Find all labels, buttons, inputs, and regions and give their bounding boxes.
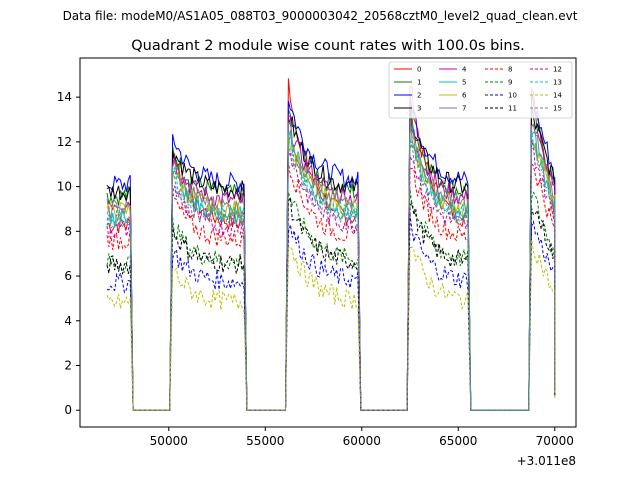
legend-label-0: 0 — [417, 66, 421, 74]
x-tick-label: 70000 — [536, 434, 574, 448]
y-tick-label: 12 — [57, 135, 72, 149]
series-line-6 — [106, 126, 556, 411]
y-tick-label: 2 — [64, 359, 72, 373]
series-line-3 — [106, 106, 556, 411]
x-tick-label: 65000 — [439, 434, 477, 448]
series-line-4 — [106, 114, 556, 411]
series-line-13 — [106, 130, 556, 411]
suptitle: Data file: modeM0/AS1A05_088T03_90000030… — [63, 9, 578, 23]
legend-label-5: 5 — [462, 79, 466, 87]
legend-label-1: 1 — [417, 79, 421, 87]
x-tick-label: 60000 — [343, 434, 381, 448]
y-tick-label: 4 — [64, 314, 72, 328]
series-line-1 — [106, 102, 556, 411]
x-tick-label: 55000 — [246, 434, 284, 448]
series-line-9 — [106, 189, 556, 411]
legend-label-6: 6 — [462, 92, 467, 100]
series-line-2 — [106, 92, 556, 411]
series-line-8 — [106, 161, 556, 411]
x-offset-label: +3.011e8 — [517, 454, 576, 468]
chart-title: Quadrant 2 module wise count rates with … — [131, 38, 525, 54]
y-tick-label: 0 — [64, 403, 72, 417]
y-tick-label: 10 — [57, 180, 72, 194]
legend-label-13: 13 — [553, 79, 562, 87]
legend-label-14: 14 — [553, 92, 562, 100]
series-line-0 — [106, 78, 556, 411]
legend-label-12: 12 — [553, 66, 562, 74]
y-tick-label: 6 — [64, 269, 72, 283]
x-tick-label: 50000 — [150, 434, 188, 448]
legend-label-9: 9 — [508, 79, 512, 87]
series-line-7 — [106, 116, 556, 411]
series-line-12 — [106, 139, 556, 411]
legend-label-7: 7 — [462, 105, 466, 113]
series-layer — [106, 78, 556, 411]
y-tick-label: 8 — [64, 224, 72, 238]
legend-frame — [388, 61, 573, 119]
series-line-11 — [106, 195, 556, 411]
legend-label-2: 2 — [417, 92, 421, 100]
legend-label-4: 4 — [462, 66, 467, 74]
series-line-5 — [106, 127, 556, 411]
legend-label-3: 3 — [417, 105, 421, 113]
legend-label-8: 8 — [508, 66, 512, 74]
series-line-14 — [106, 239, 556, 411]
y-tick-label: 14 — [57, 90, 72, 104]
legend-label-15: 15 — [553, 105, 562, 113]
legend-label-11: 11 — [508, 105, 517, 113]
series-line-15 — [106, 141, 556, 411]
legend-label-10: 10 — [508, 92, 517, 100]
plot-frame — [79, 57, 577, 428]
axis-layer: 50000 55000 60000 65000 70000 0 2 4 6 8 10 12 14 — [57, 90, 574, 448]
series-line-10 — [106, 214, 556, 411]
